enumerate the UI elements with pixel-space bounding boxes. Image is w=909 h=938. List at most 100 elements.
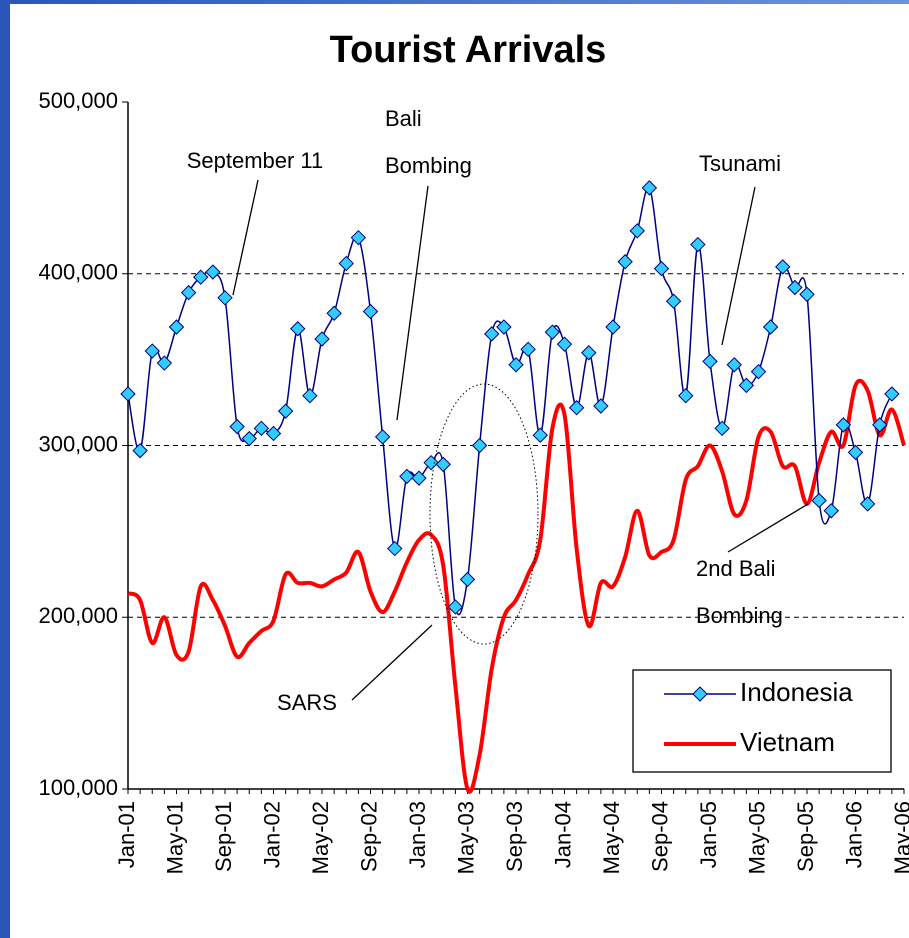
legend-label: Vietnam bbox=[740, 727, 835, 757]
marker bbox=[132, 442, 148, 459]
marker bbox=[762, 319, 779, 335]
x-tick-label: May-02 bbox=[308, 801, 333, 874]
x-tick-label: May-06 bbox=[890, 801, 909, 874]
sars-ellipse bbox=[429, 383, 539, 645]
marker bbox=[568, 400, 585, 416]
marker bbox=[702, 353, 718, 370]
marker bbox=[314, 331, 330, 347]
marker bbox=[508, 357, 524, 373]
marker bbox=[617, 254, 633, 270]
marker bbox=[120, 386, 136, 402]
marker bbox=[193, 269, 209, 285]
legend-marker bbox=[692, 686, 708, 702]
marker bbox=[835, 417, 852, 433]
annotation: September 11 bbox=[187, 148, 324, 173]
marker bbox=[350, 229, 367, 246]
marker bbox=[205, 264, 221, 280]
marker bbox=[884, 386, 900, 402]
marker bbox=[156, 355, 173, 371]
marker bbox=[302, 387, 318, 404]
marker bbox=[605, 319, 621, 335]
marker bbox=[435, 456, 451, 473]
series-line bbox=[127, 378, 906, 794]
x-tick-label: May-04 bbox=[599, 801, 624, 874]
marker bbox=[338, 255, 354, 272]
marker bbox=[690, 236, 706, 253]
marker bbox=[411, 470, 427, 486]
legend-box bbox=[632, 669, 892, 773]
marker bbox=[787, 279, 803, 296]
y-tick-label: 100,000 bbox=[38, 775, 118, 800]
x-tick-label: Jan-05 bbox=[696, 801, 721, 868]
marker bbox=[326, 305, 342, 321]
marker bbox=[811, 492, 827, 509]
marker bbox=[738, 377, 755, 394]
marker bbox=[775, 259, 791, 275]
marker bbox=[459, 571, 476, 588]
chart-title: Tourist Arrivals bbox=[330, 29, 607, 71]
marker bbox=[799, 286, 815, 303]
x-tick-label: May-05 bbox=[744, 801, 769, 874]
marker bbox=[399, 468, 415, 485]
x-tick-label: Sep-04 bbox=[647, 801, 672, 872]
marker bbox=[714, 420, 730, 437]
marker bbox=[581, 345, 597, 361]
marker bbox=[544, 324, 561, 340]
marker bbox=[277, 403, 294, 419]
x-tick-label: Sep-05 bbox=[793, 801, 818, 872]
marker bbox=[374, 429, 391, 445]
annotation-leader bbox=[232, 179, 259, 296]
marker bbox=[290, 321, 306, 337]
annotation-leader bbox=[351, 624, 433, 701]
x-tick-label: May-01 bbox=[162, 801, 187, 874]
marker bbox=[217, 290, 233, 306]
marker bbox=[265, 425, 282, 442]
marker bbox=[168, 319, 185, 335]
marker bbox=[496, 319, 512, 335]
marker bbox=[362, 303, 379, 320]
marker bbox=[629, 223, 645, 239]
x-tick-label: Sep-03 bbox=[502, 801, 527, 872]
x-tick-label: Sep-01 bbox=[211, 801, 236, 872]
y-tick-label: 200,000 bbox=[38, 603, 118, 628]
marker bbox=[144, 343, 160, 359]
marker bbox=[556, 336, 573, 352]
marker bbox=[532, 427, 548, 443]
annotation: Bombing bbox=[385, 153, 472, 178]
annotation: 2nd Bali bbox=[696, 556, 776, 581]
x-tick-label: Jan-01 bbox=[114, 801, 139, 868]
marker bbox=[387, 540, 403, 557]
marker bbox=[241, 430, 257, 447]
annotation: Bombing bbox=[696, 603, 783, 628]
annotation-leader bbox=[721, 186, 756, 346]
x-tick-label: May-03 bbox=[453, 801, 478, 874]
x-tick-label: Jan-04 bbox=[550, 801, 575, 868]
marker bbox=[180, 284, 197, 301]
marker bbox=[726, 357, 742, 373]
marker bbox=[665, 293, 682, 309]
marker bbox=[750, 363, 767, 380]
x-tick-label: Jan-02 bbox=[259, 801, 284, 868]
marker bbox=[520, 341, 536, 358]
marker bbox=[447, 599, 464, 615]
chart-background bbox=[10, 4, 909, 938]
marker bbox=[847, 444, 864, 461]
x-tick-label: Jan-06 bbox=[841, 801, 866, 868]
marker bbox=[678, 387, 694, 404]
x-tick-label: Jan-03 bbox=[405, 801, 430, 868]
annotation: SARS bbox=[277, 690, 337, 715]
x-tick-label: Sep-02 bbox=[356, 801, 381, 872]
annotation: Tsunami bbox=[699, 151, 781, 176]
legend-label: Indonesia bbox=[740, 677, 853, 707]
marker bbox=[253, 420, 270, 437]
marker bbox=[641, 180, 658, 196]
marker bbox=[859, 496, 876, 512]
marker bbox=[872, 417, 888, 433]
y-tick-label: 400,000 bbox=[38, 260, 118, 285]
annotation: Bali bbox=[385, 106, 422, 131]
y-tick-label: 500,000 bbox=[38, 88, 118, 113]
marker bbox=[593, 398, 609, 414]
marker bbox=[471, 437, 488, 454]
